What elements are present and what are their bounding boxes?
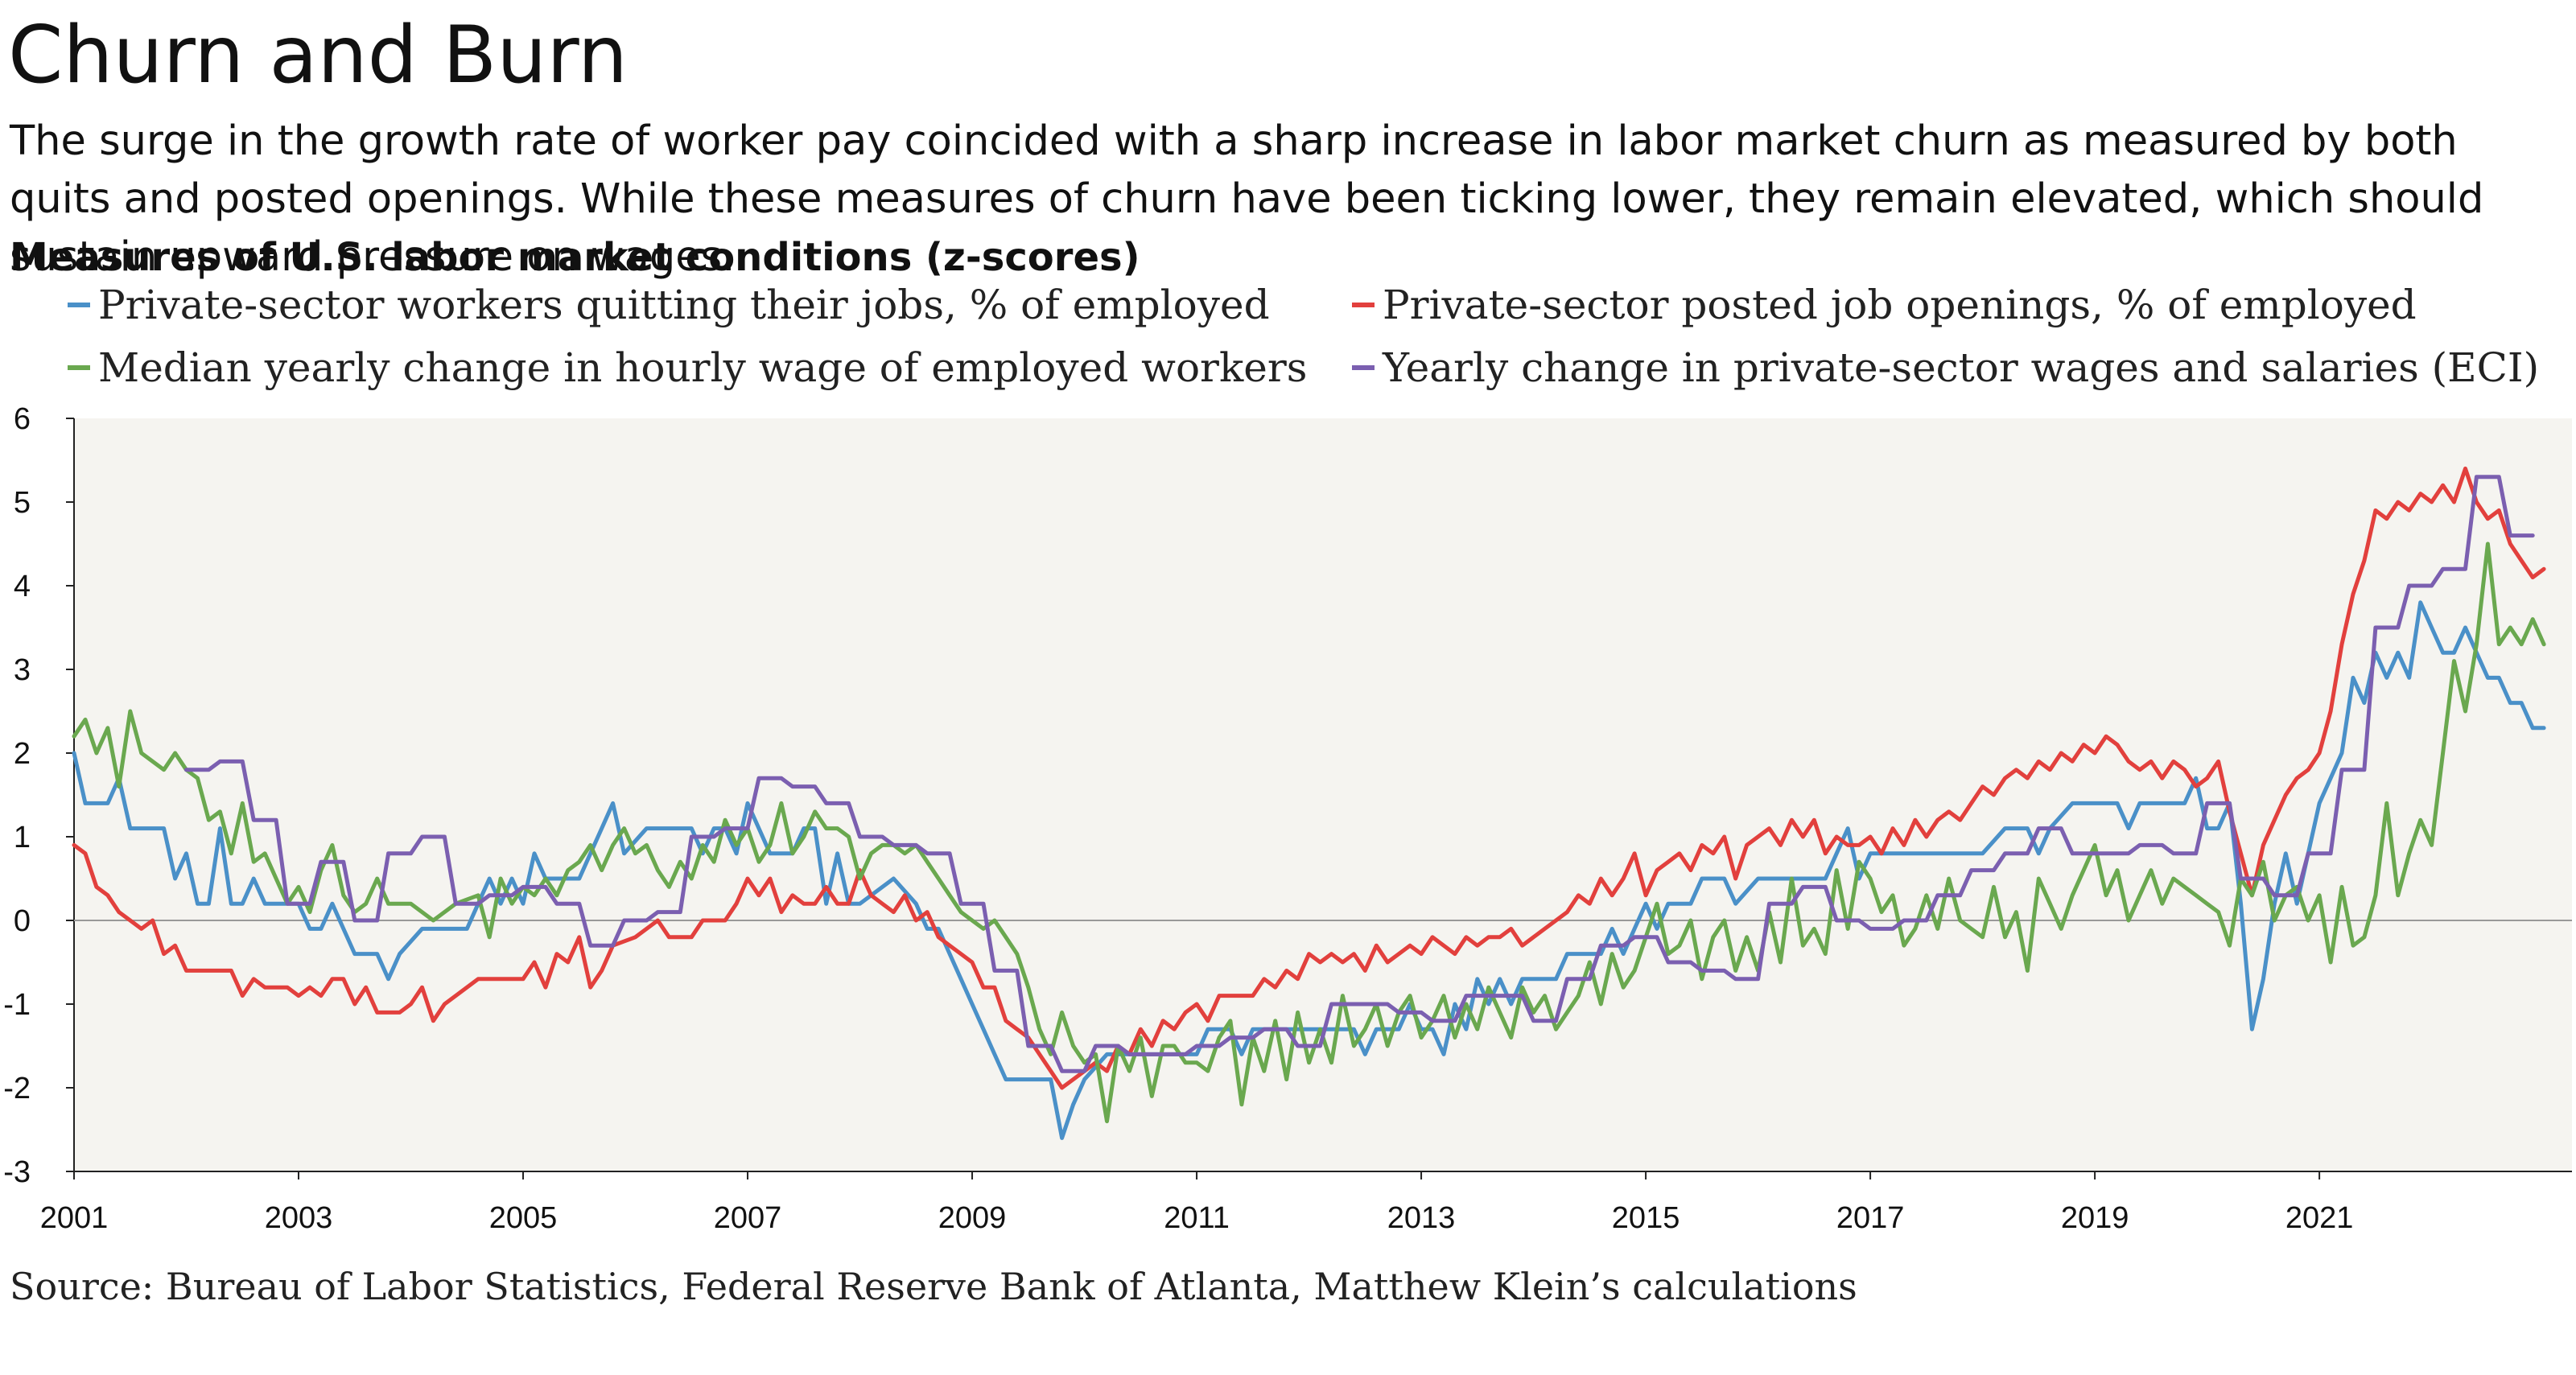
plot-background (74, 418, 2572, 1171)
y-tick-label: 2 (14, 737, 31, 771)
y-tick-label: 6 (14, 402, 31, 436)
y-tick-label: 3 (14, 653, 31, 687)
x-tick-label: 2013 (1387, 1201, 1456, 1235)
legend-swatch-median-wage (68, 365, 90, 370)
legend-swatch-openings (1352, 303, 1375, 307)
subtitle: The surge in the growth rate of worker p… (10, 117, 2484, 281)
x-tick-label: 2005 (489, 1201, 558, 1235)
legend-item-openings: Private-sector posted job openings, % of… (1352, 282, 2417, 328)
x-tick-label: 2017 (1836, 1201, 1905, 1235)
legend-label-openings: Private-sector posted job openings, % of… (1383, 282, 2417, 328)
source-note: Source: Bureau of Labor Statistics, Fede… (10, 1265, 1857, 1308)
legend-item-quits: Private-sector workers quitting their jo… (68, 282, 1270, 328)
legend-swatch-eci (1352, 365, 1375, 370)
legend-label-median-wage: Median yearly change in hourly wage of e… (98, 344, 1308, 391)
series-line-eci (184, 475, 2535, 1073)
y-tick-label: 5 (14, 486, 31, 520)
y-tick-label: 0 (14, 904, 31, 938)
x-tick-label: 2001 (40, 1201, 109, 1235)
x-tick-label: 2019 (2061, 1201, 2129, 1235)
legend-item-eci: Yearly change in private-sector wages an… (1352, 344, 2539, 391)
page-title: Churn and Burn (8, 10, 629, 101)
legend-label-quits: Private-sector workers quitting their jo… (98, 282, 1270, 328)
x-tick-label: 2009 (938, 1201, 1007, 1235)
chart-axes: -3 -2 -1 0 1 2 3 4 5 6 2001 2003 2005 2007 2009 2011 201… (3, 402, 2572, 1235)
series-line-openings (72, 466, 2546, 1090)
x-tick-label: 2011 (1164, 1201, 1230, 1235)
y-tick-label: 4 (14, 570, 31, 603)
x-tick-label: 2015 (1612, 1201, 1680, 1235)
x-tick-label: 2007 (714, 1201, 782, 1235)
legend-label-eci: Yearly change in private-sector wages an… (1383, 344, 2540, 391)
legend-item-median-wage: Median yearly change in hourly wage of e… (68, 344, 1307, 391)
x-tick-label: 2003 (265, 1201, 333, 1235)
legend-swatch-quits (68, 303, 90, 307)
y-tick-label: -1 (3, 988, 31, 1022)
y-tick-label: -2 (3, 1072, 31, 1105)
chart-lines (72, 466, 2546, 1140)
y-tick-label: 1 (14, 821, 31, 854)
y-tick-label: -3 (3, 1155, 31, 1189)
series-line-quits (72, 600, 2546, 1140)
series-line-median-wage (72, 541, 2546, 1124)
chart-title: Measures of U.S. labor market conditions… (10, 235, 1140, 280)
x-tick-label: 2021 (2285, 1201, 2354, 1235)
